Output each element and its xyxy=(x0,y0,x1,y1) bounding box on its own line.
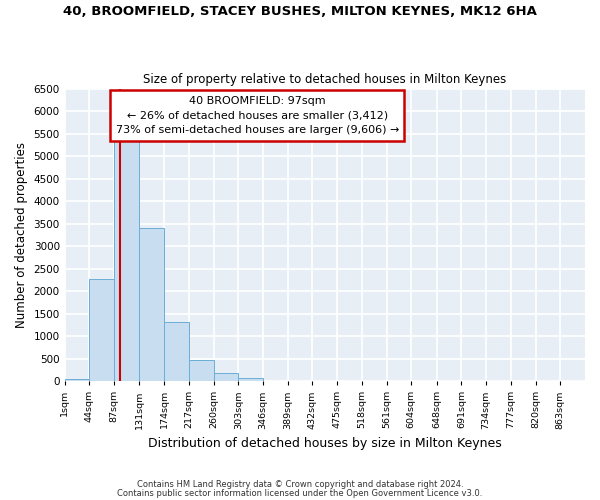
X-axis label: Distribution of detached houses by size in Milton Keynes: Distribution of detached houses by size … xyxy=(148,437,502,450)
Text: Contains public sector information licensed under the Open Government Licence v3: Contains public sector information licen… xyxy=(118,488,482,498)
Text: 40 BROOMFIELD: 97sqm
← 26% of detached houses are smaller (3,412)
73% of semi-de: 40 BROOMFIELD: 97sqm ← 26% of detached h… xyxy=(116,96,399,136)
Bar xyxy=(164,322,189,381)
Bar xyxy=(139,228,164,381)
Bar xyxy=(238,378,263,381)
Title: Size of property relative to detached houses in Milton Keynes: Size of property relative to detached ho… xyxy=(143,73,506,86)
Bar xyxy=(89,278,114,381)
Bar xyxy=(214,373,238,381)
Bar xyxy=(114,136,139,381)
Y-axis label: Number of detached properties: Number of detached properties xyxy=(15,142,28,328)
Bar xyxy=(65,379,89,381)
Text: 40, BROOMFIELD, STACEY BUSHES, MILTON KEYNES, MK12 6HA: 40, BROOMFIELD, STACEY BUSHES, MILTON KE… xyxy=(63,5,537,18)
Bar xyxy=(189,360,214,381)
Text: Contains HM Land Registry data © Crown copyright and database right 2024.: Contains HM Land Registry data © Crown c… xyxy=(137,480,463,489)
